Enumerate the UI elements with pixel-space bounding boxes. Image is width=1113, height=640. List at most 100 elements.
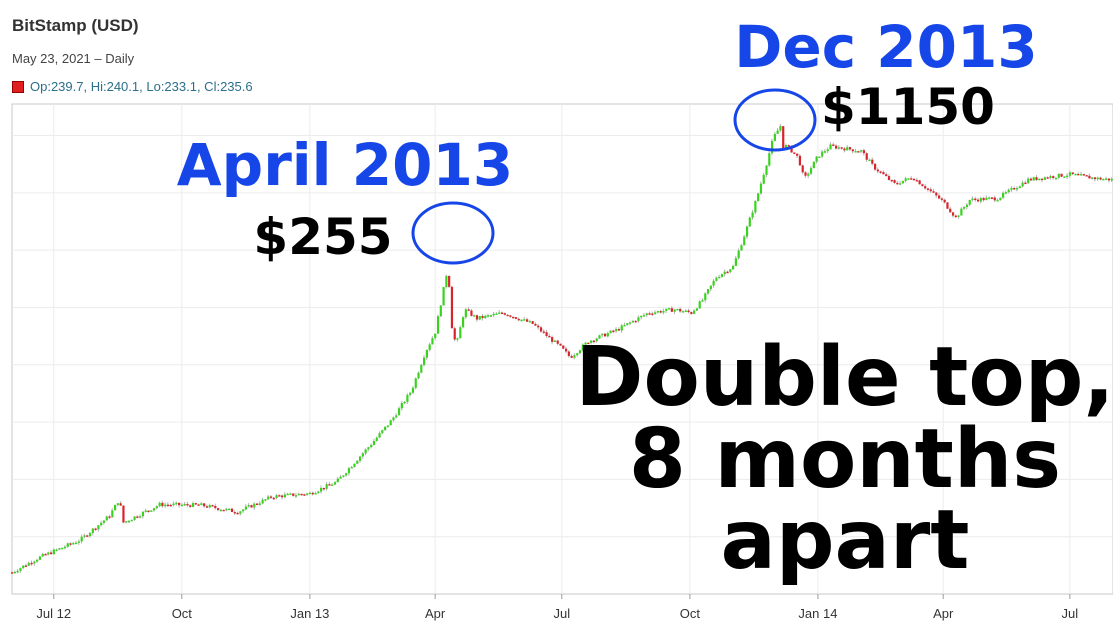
- candle-body: [136, 516, 139, 518]
- x-tick-label: Oct: [680, 606, 701, 621]
- candle-body: [787, 145, 790, 147]
- candle-body: [770, 140, 774, 154]
- candle-body: [548, 335, 551, 338]
- candle-body: [868, 159, 871, 162]
- x-tick-label: Apr: [425, 606, 446, 621]
- candle-body: [1079, 174, 1083, 176]
- candle-body: [943, 199, 946, 203]
- candle-body: [1010, 188, 1013, 190]
- data-point: [701, 299, 703, 301]
- candle-body: [484, 315, 487, 319]
- candle-body: [36, 559, 39, 562]
- candle-body: [539, 327, 543, 332]
- candle-body: [762, 174, 765, 184]
- data-point: [1027, 179, 1029, 181]
- candle-body: [1021, 182, 1024, 187]
- x-tick-label: Oct: [172, 606, 193, 621]
- candle-body: [13, 571, 16, 574]
- candle-body: [308, 492, 312, 495]
- candle-body: [854, 151, 857, 153]
- peak1-price: $255: [253, 208, 392, 266]
- candle-body: [1052, 176, 1055, 178]
- candle-body: [809, 168, 813, 174]
- candle-body: [712, 280, 715, 286]
- candle-body: [857, 151, 860, 153]
- candle-body: [768, 153, 771, 166]
- candle-body: [832, 144, 835, 146]
- data-point: [690, 312, 692, 314]
- candle-body: [139, 516, 142, 518]
- candle-body: [551, 337, 554, 342]
- candle-body: [119, 503, 122, 506]
- candle-body: [751, 212, 754, 218]
- candle-body: [648, 313, 651, 315]
- data-point: [446, 249, 448, 251]
- candle-body: [411, 387, 415, 393]
- data-point: [531, 323, 533, 325]
- candle-body: [634, 320, 637, 323]
- candle-body: [61, 547, 64, 550]
- candle-body: [169, 504, 172, 507]
- candle-body: [910, 178, 913, 180]
- candle-body: [191, 503, 195, 507]
- candle-body: [924, 186, 927, 189]
- candle-body: [665, 308, 668, 311]
- candle-body: [603, 333, 607, 337]
- candle-body: [431, 338, 434, 345]
- data-point: [463, 308, 465, 310]
- candle-body: [754, 201, 757, 213]
- candle-body: [230, 508, 234, 513]
- candle-body: [386, 425, 390, 427]
- data-point: [1095, 177, 1097, 179]
- candle-body: [690, 312, 693, 314]
- candle-body: [1107, 178, 1111, 181]
- candle-body: [732, 265, 735, 270]
- candle-body: [1068, 172, 1072, 176]
- candle-body: [258, 503, 261, 505]
- candle-body: [556, 340, 559, 344]
- candle-body: [601, 333, 604, 336]
- candle-body: [1088, 175, 1091, 179]
- candle-body: [887, 176, 891, 180]
- candle-body: [16, 570, 19, 573]
- candle-body: [985, 197, 988, 201]
- candle-body: [461, 317, 465, 328]
- candle-body: [720, 274, 724, 277]
- candle-body: [434, 333, 437, 339]
- chart-title: BitStamp (USD): [12, 16, 139, 35]
- candles: [11, 123, 1113, 574]
- candle-body: [779, 126, 782, 131]
- candle-body: [420, 364, 423, 373]
- candle-body: [517, 318, 520, 321]
- candle-body: [205, 506, 209, 508]
- candle-body: [637, 317, 640, 322]
- candle-body: [417, 372, 420, 379]
- candle-body: [342, 475, 345, 477]
- candle-body: [286, 493, 289, 496]
- data-point: [782, 145, 784, 147]
- candle-body: [1066, 175, 1069, 178]
- chart-subtitle: May 23, 2021 – Daily: [12, 51, 135, 66]
- candle-body: [512, 316, 515, 319]
- candle-body: [1105, 178, 1108, 180]
- candle-body: [704, 293, 707, 301]
- candle-body: [425, 349, 428, 358]
- candle-body: [963, 207, 966, 209]
- data-point: [955, 216, 957, 218]
- candle-body: [1093, 177, 1097, 180]
- candle-body: [564, 348, 568, 352]
- candle-body: [475, 315, 479, 320]
- candle-body: [615, 329, 618, 332]
- candle-body: [971, 198, 974, 201]
- candle-body: [247, 505, 250, 507]
- candle-body: [233, 512, 236, 514]
- candle-body: [155, 506, 158, 509]
- data-point: [309, 492, 311, 494]
- data-point: [779, 125, 781, 127]
- candle-body: [122, 505, 125, 523]
- candle-body: [336, 478, 339, 483]
- candle-body: [929, 189, 932, 192]
- candle-body: [261, 499, 264, 504]
- candle-body: [161, 502, 164, 507]
- candle-body: [514, 317, 518, 319]
